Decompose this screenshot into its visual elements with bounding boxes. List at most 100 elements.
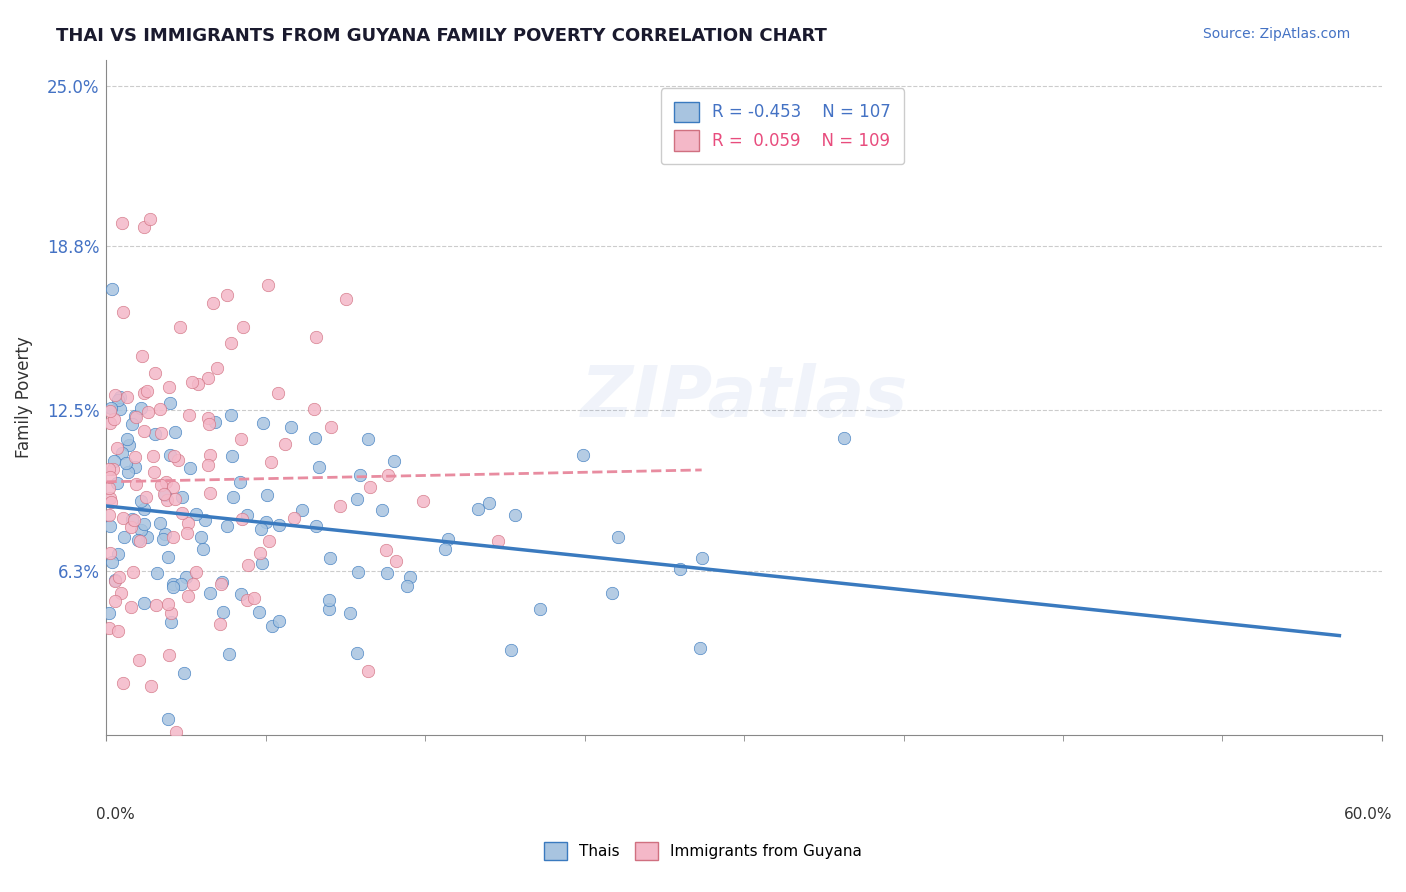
Thais bbox=[382, 454, 405, 468]
Immigrants from Guyana bbox=[169, 320, 191, 334]
Immigrants from Guyana bbox=[221, 335, 243, 350]
Immigrants from Guyana bbox=[122, 566, 145, 580]
Immigrants from Guyana bbox=[134, 219, 156, 234]
Immigrants from Guyana bbox=[104, 388, 127, 402]
Thais bbox=[222, 490, 245, 504]
Immigrants from Guyana bbox=[198, 448, 221, 462]
Immigrants from Guyana bbox=[184, 566, 207, 580]
Thais bbox=[228, 475, 250, 489]
Immigrants from Guyana bbox=[274, 436, 297, 450]
Immigrants from Guyana bbox=[115, 390, 138, 404]
Immigrants from Guyana bbox=[197, 411, 219, 425]
Thais bbox=[437, 532, 460, 546]
Text: 60.0%: 60.0% bbox=[1344, 807, 1392, 822]
Thais bbox=[254, 515, 277, 529]
Immigrants from Guyana bbox=[172, 506, 194, 520]
Thais bbox=[157, 712, 180, 726]
Immigrants from Guyana bbox=[232, 319, 254, 334]
Thais bbox=[689, 641, 711, 656]
Thais bbox=[117, 438, 139, 452]
Thais bbox=[117, 432, 139, 446]
Thais bbox=[136, 530, 159, 544]
Immigrants from Guyana bbox=[305, 330, 328, 344]
Immigrants from Guyana bbox=[157, 648, 180, 662]
Thais bbox=[308, 459, 330, 474]
Immigrants from Guyana bbox=[112, 510, 135, 524]
Immigrants from Guyana bbox=[98, 546, 121, 560]
Immigrants from Guyana bbox=[181, 576, 204, 591]
Thais bbox=[529, 601, 551, 615]
Immigrants from Guyana bbox=[231, 432, 253, 446]
Immigrants from Guyana bbox=[111, 216, 134, 230]
Thais bbox=[668, 562, 690, 576]
Legend: R = -0.453    N = 107, R =  0.059    N = 109: R = -0.453 N = 107, R = 0.059 N = 109 bbox=[661, 88, 904, 164]
Thais bbox=[129, 523, 152, 537]
Immigrants from Guyana bbox=[136, 405, 159, 419]
Immigrants from Guyana bbox=[259, 533, 281, 548]
Immigrants from Guyana bbox=[138, 211, 160, 226]
Immigrants from Guyana bbox=[125, 410, 148, 425]
Thais bbox=[357, 433, 380, 447]
Immigrants from Guyana bbox=[107, 624, 129, 638]
Thais bbox=[170, 576, 193, 591]
Immigrants from Guyana bbox=[142, 449, 165, 463]
Thais bbox=[349, 468, 371, 483]
Immigrants from Guyana bbox=[329, 500, 352, 514]
Thais bbox=[112, 530, 135, 544]
Immigrants from Guyana bbox=[163, 450, 186, 464]
Immigrants from Guyana bbox=[162, 530, 184, 544]
Immigrants from Guyana bbox=[132, 424, 155, 438]
Thais bbox=[162, 581, 184, 595]
Thais bbox=[478, 496, 501, 510]
Thais bbox=[186, 507, 208, 521]
Immigrants from Guyana bbox=[205, 360, 228, 375]
Immigrants from Guyana bbox=[215, 287, 238, 301]
Text: ZIPatlas: ZIPatlas bbox=[581, 362, 908, 432]
Thais bbox=[346, 647, 368, 661]
Immigrants from Guyana bbox=[157, 597, 180, 611]
Thais bbox=[146, 566, 169, 580]
Thais bbox=[267, 518, 290, 533]
Immigrants from Guyana bbox=[103, 412, 125, 426]
Thais bbox=[111, 446, 134, 460]
Immigrants from Guyana bbox=[231, 512, 253, 526]
Immigrants from Guyana bbox=[104, 593, 127, 607]
Thais bbox=[690, 550, 713, 565]
Thais bbox=[159, 396, 181, 410]
Immigrants from Guyana bbox=[167, 453, 190, 467]
Immigrants from Guyana bbox=[162, 480, 184, 494]
Immigrants from Guyana bbox=[128, 533, 150, 548]
Immigrants from Guyana bbox=[110, 586, 132, 600]
Thais bbox=[159, 615, 181, 629]
Thais bbox=[377, 566, 399, 580]
Thais bbox=[229, 587, 252, 601]
Thais bbox=[101, 555, 124, 569]
Immigrants from Guyana bbox=[143, 465, 166, 479]
Thais bbox=[221, 409, 243, 423]
Thais bbox=[194, 512, 217, 526]
Immigrants from Guyana bbox=[124, 450, 146, 464]
Thais bbox=[124, 409, 146, 423]
Immigrants from Guyana bbox=[100, 495, 122, 509]
Immigrants from Guyana bbox=[165, 492, 187, 507]
Thais bbox=[190, 530, 212, 544]
Immigrants from Guyana bbox=[120, 520, 142, 534]
Immigrants from Guyana bbox=[384, 554, 406, 568]
Thais bbox=[347, 566, 370, 580]
Immigrants from Guyana bbox=[149, 402, 172, 417]
Thais bbox=[319, 551, 342, 566]
Thais bbox=[153, 527, 176, 541]
Immigrants from Guyana bbox=[141, 679, 163, 693]
Thais bbox=[247, 606, 270, 620]
Thais bbox=[503, 508, 526, 523]
Immigrants from Guyana bbox=[111, 675, 134, 690]
Immigrants from Guyana bbox=[260, 455, 283, 469]
Thais bbox=[179, 461, 201, 475]
Immigrants from Guyana bbox=[319, 420, 342, 434]
Text: THAI VS IMMIGRANTS FROM GUYANA FAMILY POVERTY CORRELATION CHART: THAI VS IMMIGRANTS FROM GUYANA FAMILY PO… bbox=[56, 27, 827, 45]
Immigrants from Guyana bbox=[187, 376, 209, 391]
Immigrants from Guyana bbox=[111, 304, 134, 318]
Immigrants from Guyana bbox=[155, 475, 177, 489]
Thais bbox=[132, 596, 155, 610]
Thais bbox=[134, 502, 156, 516]
